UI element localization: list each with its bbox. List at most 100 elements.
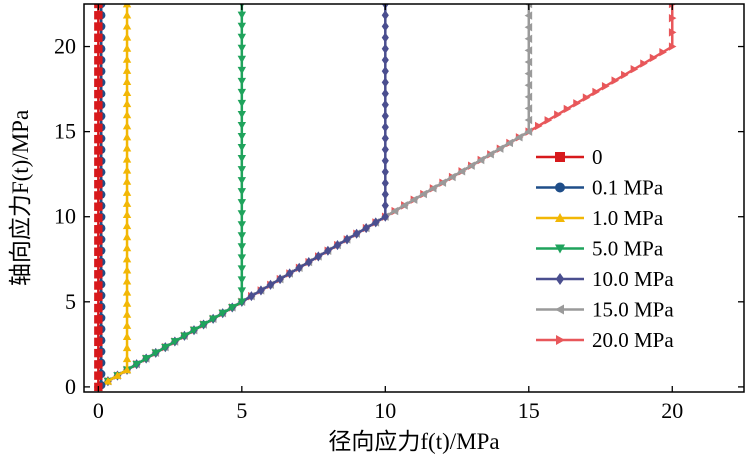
series-marker bbox=[524, 115, 533, 125]
series-marker bbox=[94, 337, 103, 347]
legend-item: 1.0 MPa bbox=[536, 206, 664, 230]
series-4 bbox=[94, 4, 247, 392]
series-marker bbox=[390, 206, 399, 216]
series-marker bbox=[94, 56, 103, 65]
y-tick-label: 10 bbox=[54, 204, 76, 229]
series-marker bbox=[228, 304, 237, 312]
series-marker bbox=[372, 217, 380, 228]
series-marker bbox=[94, 348, 103, 358]
series-marker bbox=[122, 321, 132, 329]
series-marker bbox=[554, 110, 562, 119]
legend: 0 0.1 MPa 1.0 MPa 5.0 MPa 10.0 MPa 15.0 MPa 20… bbox=[536, 145, 674, 352]
series-marker bbox=[122, 132, 132, 141]
series-marker bbox=[94, 213, 103, 223]
series-marker bbox=[161, 343, 170, 352]
series-marker bbox=[122, 66, 132, 74]
x-axis-label: 径向应力f(t)/MPa bbox=[328, 429, 499, 454]
x-tick-label: 5 bbox=[236, 398, 247, 423]
series-marker bbox=[122, 88, 132, 97]
series-marker bbox=[534, 121, 543, 131]
series-marker bbox=[668, 42, 677, 51]
series-marker bbox=[457, 167, 466, 176]
series-marker bbox=[524, 23, 533, 32]
series-marker bbox=[94, 78, 103, 88]
series-marker bbox=[276, 274, 284, 285]
series-marker bbox=[94, 247, 103, 256]
series-marker bbox=[94, 101, 103, 110]
series-marker bbox=[381, 200, 389, 211]
series-marker bbox=[208, 315, 218, 324]
series-marker bbox=[476, 155, 485, 165]
legend-marker bbox=[555, 213, 565, 222]
series-marker bbox=[524, 104, 533, 113]
series-marker bbox=[237, 210, 247, 218]
series-marker bbox=[286, 268, 294, 279]
series-marker bbox=[237, 66, 247, 75]
series-marker bbox=[237, 77, 247, 86]
series-marker bbox=[400, 201, 408, 210]
series-marker bbox=[122, 33, 132, 41]
series-marker bbox=[237, 132, 247, 141]
series-marker bbox=[381, 189, 389, 200]
series-marker bbox=[524, 11, 533, 20]
series-marker bbox=[237, 155, 247, 163]
series-marker bbox=[314, 251, 322, 262]
series-marker bbox=[237, 99, 247, 108]
series-marker bbox=[381, 178, 389, 189]
legend-item: 0.1 MPa bbox=[536, 176, 664, 200]
series-marker bbox=[122, 332, 132, 340]
series-marker bbox=[94, 326, 103, 335]
series-marker bbox=[524, 69, 533, 78]
legend-label: 1.0 MPa bbox=[592, 206, 664, 230]
series-marker bbox=[94, 270, 103, 279]
series-marker bbox=[122, 4, 132, 8]
series-marker bbox=[122, 10, 132, 19]
series-marker bbox=[94, 11, 103, 20]
series-marker bbox=[237, 287, 247, 295]
series-marker bbox=[94, 146, 103, 155]
series-marker bbox=[524, 34, 533, 44]
series-marker bbox=[180, 332, 189, 341]
series-marker bbox=[333, 240, 342, 251]
series-marker bbox=[486, 150, 494, 159]
series-marker bbox=[122, 254, 132, 263]
series-marker bbox=[132, 360, 141, 369]
series-marker bbox=[94, 236, 103, 245]
series-marker bbox=[122, 166, 132, 174]
series-marker bbox=[237, 11, 247, 20]
series-marker bbox=[381, 166, 389, 177]
series-marker bbox=[601, 82, 610, 91]
series-marker bbox=[438, 178, 447, 187]
series-marker bbox=[668, 28, 677, 37]
legend-label: 20.0 MPa bbox=[592, 328, 674, 352]
series-marker bbox=[237, 243, 247, 251]
series-6 bbox=[94, 4, 533, 392]
series-marker bbox=[237, 110, 247, 119]
series-marker bbox=[237, 298, 247, 307]
series-marker bbox=[122, 243, 132, 252]
series-line bbox=[97, 4, 531, 388]
series-marker bbox=[237, 88, 247, 97]
series-marker bbox=[524, 81, 533, 90]
series-1 bbox=[94, 4, 103, 392]
series-marker bbox=[122, 199, 132, 207]
series-marker bbox=[94, 89, 103, 99]
legend-marker bbox=[555, 304, 564, 315]
series-marker bbox=[448, 172, 456, 182]
series-marker bbox=[218, 309, 227, 318]
series-marker bbox=[94, 191, 103, 200]
plot-frame bbox=[83, 3, 745, 393]
series-marker bbox=[266, 279, 275, 290]
series-marker bbox=[237, 265, 247, 273]
series-marker bbox=[94, 225, 103, 234]
series-marker bbox=[122, 265, 132, 274]
series-marker bbox=[381, 144, 389, 155]
series-marker bbox=[428, 184, 437, 193]
axis-ticks: 0 5 10 15 20 0 5 10 15 20 bbox=[54, 4, 744, 423]
series-marker bbox=[122, 99, 132, 108]
series-marker bbox=[122, 276, 132, 285]
series-marker bbox=[237, 44, 247, 53]
series-layer bbox=[94, 4, 677, 392]
legend-label: 5.0 MPa bbox=[592, 237, 664, 261]
